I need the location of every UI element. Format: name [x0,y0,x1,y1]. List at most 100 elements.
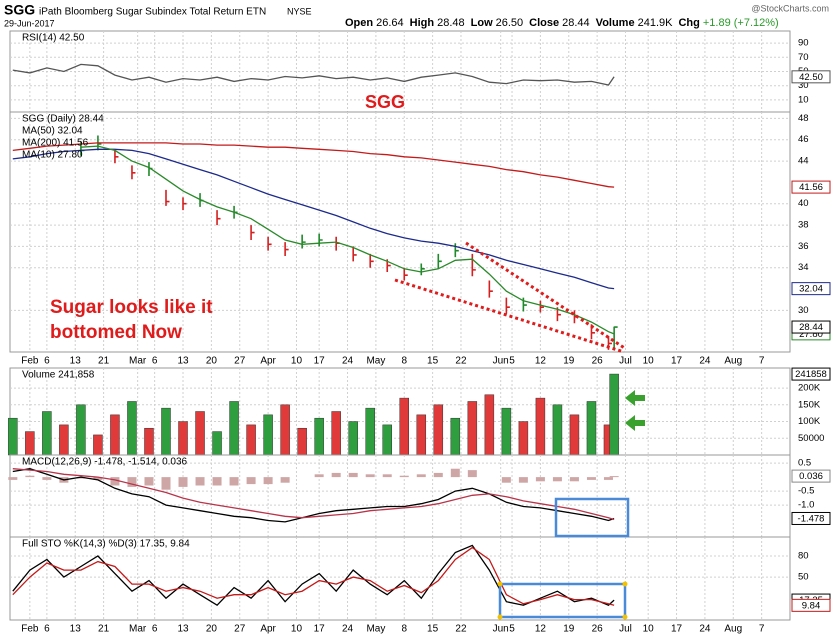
histogram-bar [569,477,579,482]
volume-bar [484,394,495,456]
histogram-bar [314,474,324,478]
price-bar [403,267,408,281]
y-tick-label: -1.0 [798,500,814,511]
x-tick-label: 24 [342,624,354,635]
x-tick-label: 8 [401,624,407,635]
histogram-bar [416,474,426,478]
watermark: @StockCharts.com [751,3,829,13]
value-box-label: 42.50 [799,72,823,83]
y-tick-label: 10 [798,94,809,105]
value-box [791,511,831,525]
series-line [12,544,615,607]
volume-bar [246,424,256,456]
y-tick-label: 70 [798,52,809,63]
price-bar [318,233,323,247]
volume-bar [501,407,512,456]
x-tick-label: 21 [98,624,110,635]
x-tick-label: 27 [234,356,246,367]
trendline [394,278,625,354]
volume-bar [263,414,273,456]
exchange: NYSE [287,6,312,16]
x-tick-label: 10 [291,356,303,367]
value-box [791,367,831,381]
series-line [12,148,615,290]
x-tick-label: 17 [314,624,326,635]
value-box [791,320,831,334]
x-tick-label: 27 [234,624,246,635]
volume-bar [569,414,580,456]
x-tick-label: 15 [427,356,439,367]
value-box-label: 41.56 [799,182,823,193]
panel-label: Full STO %K(14,3) %D(3) 17.35, 9.84 [22,539,190,550]
price-bar [369,253,374,268]
price-bar [352,246,357,262]
y-tick-label: 46 [798,134,809,145]
x-tick-label: Jul [619,624,632,635]
y-tick-label: 90 [798,38,809,49]
volume-bar [314,417,324,456]
legend-entry: MA(50) 32.04 [22,126,83,137]
x-tick-label: 13 [177,624,189,635]
panel-label: SGG (Daily) 28.44 [22,114,104,125]
x-tick-label: 6 [44,356,50,367]
price-bar [471,253,476,277]
quote-value: 26.50 [496,17,524,29]
price-bar [165,189,170,206]
symbol: SGG [4,2,35,18]
histogram-bar [433,472,443,478]
x-tick-label: 6 [152,356,158,367]
arrow [625,415,645,431]
quote-value: +1.89 (+7.12%) [703,17,779,29]
series-line [12,142,615,188]
x-tick-label: 12 [535,356,547,367]
histogram-bar [501,477,511,483]
x-tick-label: 17 [671,356,683,367]
x-tick-label: Apr [260,624,276,635]
series-line [12,546,615,606]
histogram-bar [42,477,52,480]
legend-entry: MA(200) 41.56 [22,138,89,149]
y-tick-label: -0.5 [798,486,814,497]
x-tick-label: 6 [152,624,158,635]
x-tick-label: 8 [401,356,407,367]
volume-bar [195,411,205,456]
y-tick-label: 38 [798,220,809,231]
x-tick-label: May [366,624,385,635]
x-tick-label: 13 [70,356,82,367]
price-bar [454,243,459,258]
histogram-bar [331,472,341,478]
x-tick-label: Jul [619,356,632,367]
x-tick-label: 22 [455,356,467,367]
volume-bar [297,427,307,456]
y-tick-label: 34 [798,262,809,273]
y-tick-label: 50000 [798,433,824,444]
quote-label: Open [345,17,373,29]
annotation: bottomed Now [50,322,182,343]
volume-bar [59,424,69,456]
volume-bar [25,431,35,456]
annotation: Sugar looks like it [50,297,213,318]
value-box-label: 27.80 [799,329,823,340]
annotation: SGG [365,92,405,112]
histogram-bar [518,477,528,483]
annotations: SGG Sugar looks like it bottomed Now [50,92,645,620]
x-tick-label: 7 [759,624,765,635]
x-tick-label: 17 [314,356,326,367]
price-bar [114,149,119,164]
histogram-bar [382,474,392,478]
x-tick-label: 19 [563,624,575,635]
volume-bar [42,411,52,456]
date: 29-Jun-2017 [4,18,55,28]
value-box [791,598,831,612]
volume-bar [76,404,86,456]
trendline [465,241,627,351]
price-bar [250,225,255,240]
volume-bar [144,427,154,456]
legend-entry: MA(10) 27.80 [22,150,83,161]
y-tick-label: 36 [798,241,809,252]
histogram-bar [603,477,613,480]
x-tick-label: 15 [427,624,439,635]
price-bar [505,297,510,314]
